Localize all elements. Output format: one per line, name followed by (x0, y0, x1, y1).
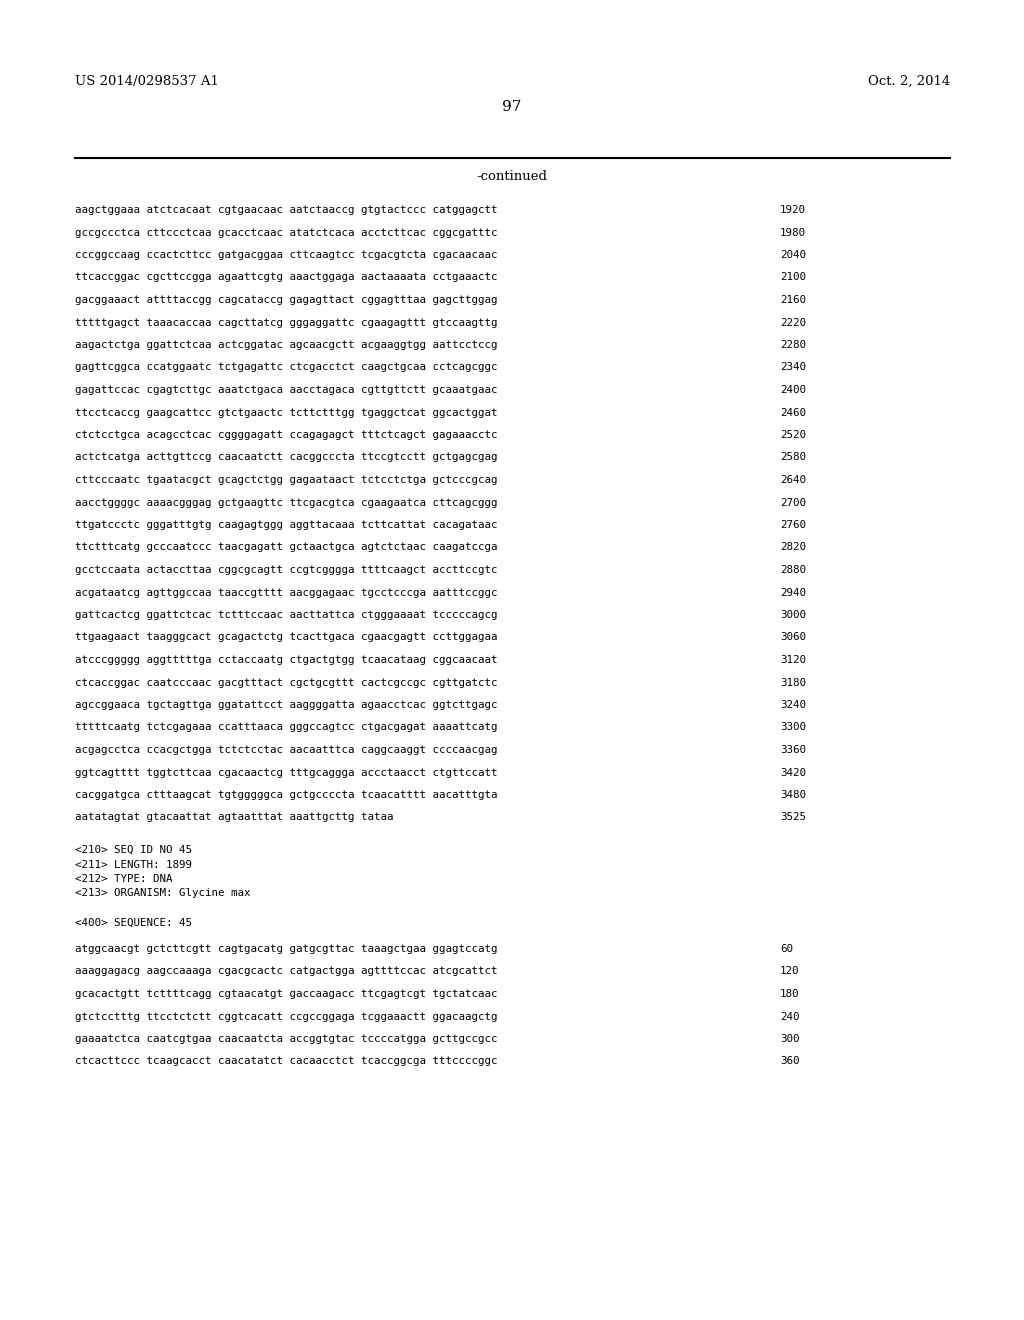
Text: 2220: 2220 (780, 318, 806, 327)
Text: ctcaccggac caatcccaac gacgtttact cgctgcgttt cactcgccgc cgttgatctc: ctcaccggac caatcccaac gacgtttact cgctgcg… (75, 677, 498, 688)
Text: ttcctcaccg gaagcattcc gtctgaactc tcttctttgg tgaggctcat ggcactggat: ttcctcaccg gaagcattcc gtctgaactc tcttctt… (75, 408, 498, 417)
Text: atggcaacgt gctcttcgtt cagtgacatg gatgcgttac taaagctgaa ggagtccatg: atggcaacgt gctcttcgtt cagtgacatg gatgcgt… (75, 944, 498, 954)
Text: 3000: 3000 (780, 610, 806, 620)
Text: aacctggggc aaaacgggag gctgaagttc ttcgacgtca cgaagaatca cttcagcggg: aacctggggc aaaacgggag gctgaagttc ttcgacg… (75, 498, 498, 507)
Text: gacggaaact attttaccgg cagcataccg gagagttact cggagtttaa gagcttggag: gacggaaact attttaccgg cagcataccg gagagtt… (75, 294, 498, 305)
Text: gtctcctttg ttcctctctt cggtcacatt ccgccggaga tcggaaactt ggacaagctg: gtctcctttg ttcctctctt cggtcacatt ccgccgg… (75, 1011, 498, 1022)
Text: 2340: 2340 (780, 363, 806, 372)
Text: gcacactgtt tcttttcagg cgtaacatgt gaccaagacc ttcgagtcgt tgctatcaac: gcacactgtt tcttttcagg cgtaacatgt gaccaag… (75, 989, 498, 999)
Text: 1980: 1980 (780, 227, 806, 238)
Text: gcctccaata actaccttaa cggcgcagtt ccgtcgggga ttttcaagct accttccgtc: gcctccaata actaccttaa cggcgcagtt ccgtcgg… (75, 565, 498, 576)
Text: <212> TYPE: DNA: <212> TYPE: DNA (75, 874, 172, 884)
Text: acgataatcg agttggccaa taaccgtttt aacggagaac tgcctcccga aatttccggc: acgataatcg agttggccaa taaccgtttt aacggag… (75, 587, 498, 598)
Text: aatatagtat gtacaattat agtaatttat aaattgcttg tataa: aatatagtat gtacaattat agtaatttat aaattgc… (75, 813, 393, 822)
Text: 2280: 2280 (780, 341, 806, 350)
Text: 2880: 2880 (780, 565, 806, 576)
Text: 2040: 2040 (780, 249, 806, 260)
Text: acgagcctca ccacgctgga tctctcctac aacaatttca caggcaaggt ccccaacgag: acgagcctca ccacgctgga tctctcctac aacaatt… (75, 744, 498, 755)
Text: aagactctga ggattctcaa actcggatac agcaacgctt acgaaggtgg aattcctccg: aagactctga ggattctcaa actcggatac agcaacg… (75, 341, 498, 350)
Text: cccggccaag ccactcttcc gatgacggaa cttcaagtcc tcgacgtcta cgacaacaac: cccggccaag ccactcttcc gatgacggaa cttcaag… (75, 249, 498, 260)
Text: ctcacttccc tcaagcacct caacatatct cacaacctct tcaccggcga tttccccggc: ctcacttccc tcaagcacct caacatatct cacaacc… (75, 1056, 498, 1067)
Text: agccggaaca tgctagttga ggatattcct aaggggatta agaacctcac ggtcttgagc: agccggaaca tgctagttga ggatattcct aagggga… (75, 700, 498, 710)
Text: 2760: 2760 (780, 520, 806, 531)
Text: ctctcctgca acagcctcac cggggagatt ccagagagct tttctcagct gagaaacctc: ctctcctgca acagcctcac cggggagatt ccagaga… (75, 430, 498, 440)
Text: -continued: -continued (476, 170, 548, 183)
Text: ggtcagtttt tggtcttcaa cgacaactcg tttgcaggga accctaacct ctgttccatt: ggtcagtttt tggtcttcaa cgacaactcg tttgcag… (75, 767, 498, 777)
Text: 120: 120 (780, 966, 800, 977)
Text: 3060: 3060 (780, 632, 806, 643)
Text: <211> LENGTH: 1899: <211> LENGTH: 1899 (75, 859, 193, 870)
Text: tttttcaatg tctcgagaaa ccatttaaca gggccagtcc ctgacgagat aaaattcatg: tttttcaatg tctcgagaaa ccatttaaca gggccag… (75, 722, 498, 733)
Text: aagctggaaa atctcacaat cgtgaacaac aatctaaccg gtgtactccc catggagctt: aagctggaaa atctcacaat cgtgaacaac aatctaa… (75, 205, 498, 215)
Text: 2160: 2160 (780, 294, 806, 305)
Text: ttctttcatg gcccaatccc taacgagatt gctaactgca agtctctaac caagatccga: ttctttcatg gcccaatccc taacgagatt gctaact… (75, 543, 498, 553)
Text: US 2014/0298537 A1: US 2014/0298537 A1 (75, 75, 219, 88)
Text: 180: 180 (780, 989, 800, 999)
Text: 60: 60 (780, 944, 793, 954)
Text: atcccggggg aggtttttga cctaccaatg ctgactgtgg tcaacataag cggcaacaat: atcccggggg aggtttttga cctaccaatg ctgactg… (75, 655, 498, 665)
Text: 3180: 3180 (780, 677, 806, 688)
Text: 2520: 2520 (780, 430, 806, 440)
Text: ttgaagaact taagggcact gcagactctg tcacttgaca cgaacgagtt ccttggagaa: ttgaagaact taagggcact gcagactctg tcacttg… (75, 632, 498, 643)
Text: ttcaccggac cgcttccgga agaattcgtg aaactggaga aactaaaata cctgaaactc: ttcaccggac cgcttccgga agaattcgtg aaactgg… (75, 272, 498, 282)
Text: aaaggagacg aagccaaaga cgacgcactc catgactgga agttttccac atcgcattct: aaaggagacg aagccaaaga cgacgcactc catgact… (75, 966, 498, 977)
Text: gccgccctca cttccctcaa gcacctcaac atatctcaca acctcttcac cggcgatttc: gccgccctca cttccctcaa gcacctcaac atatctc… (75, 227, 498, 238)
Text: 2940: 2940 (780, 587, 806, 598)
Text: 3240: 3240 (780, 700, 806, 710)
Text: actctcatga acttgttccg caacaatctt cacggcccta ttccgtcctt gctgagcgag: actctcatga acttgttccg caacaatctt cacggcc… (75, 453, 498, 462)
Text: ttgatccctc gggatttgtg caagagtggg aggttacaaa tcttcattat cacagataac: ttgatccctc gggatttgtg caagagtggg aggttac… (75, 520, 498, 531)
Text: Oct. 2, 2014: Oct. 2, 2014 (867, 75, 950, 88)
Text: 2460: 2460 (780, 408, 806, 417)
Text: 2400: 2400 (780, 385, 806, 395)
Text: 360: 360 (780, 1056, 800, 1067)
Text: 3480: 3480 (780, 789, 806, 800)
Text: 2820: 2820 (780, 543, 806, 553)
Text: 2580: 2580 (780, 453, 806, 462)
Text: tttttgagct taaacaccaa cagcttatcg gggaggattc cgaagagttt gtccaagttg: tttttgagct taaacaccaa cagcttatcg gggagga… (75, 318, 498, 327)
Text: 97: 97 (503, 100, 521, 114)
Text: 300: 300 (780, 1034, 800, 1044)
Text: 2640: 2640 (780, 475, 806, 484)
Text: cttcccaatc tgaatacgct gcagctctgg gagaataact tctcctctga gctcccgcag: cttcccaatc tgaatacgct gcagctctgg gagaata… (75, 475, 498, 484)
Text: <400> SEQUENCE: 45: <400> SEQUENCE: 45 (75, 917, 193, 928)
Text: 3300: 3300 (780, 722, 806, 733)
Text: 3525: 3525 (780, 813, 806, 822)
Text: gattcactcg ggattctcac tctttccaac aacttattca ctgggaaaat tcccccagcg: gattcactcg ggattctcac tctttccaac aacttat… (75, 610, 498, 620)
Text: 2100: 2100 (780, 272, 806, 282)
Text: cacggatgca ctttaagcat tgtgggggca gctgccccta tcaacatttt aacatttgta: cacggatgca ctttaagcat tgtgggggca gctgccc… (75, 789, 498, 800)
Text: gagttcggca ccatggaatc tctgagattc ctcgacctct caagctgcaa cctcagcggc: gagttcggca ccatggaatc tctgagattc ctcgacc… (75, 363, 498, 372)
Text: 3120: 3120 (780, 655, 806, 665)
Text: 2700: 2700 (780, 498, 806, 507)
Text: 3360: 3360 (780, 744, 806, 755)
Text: 1920: 1920 (780, 205, 806, 215)
Text: gagattccac cgagtcttgc aaatctgaca aacctagaca cgttgttctt gcaaatgaac: gagattccac cgagtcttgc aaatctgaca aacctag… (75, 385, 498, 395)
Text: 3420: 3420 (780, 767, 806, 777)
Text: 240: 240 (780, 1011, 800, 1022)
Text: gaaaatctca caatcgtgaa caacaatcta accggtgtac tccccatgga gcttgccgcc: gaaaatctca caatcgtgaa caacaatcta accggtg… (75, 1034, 498, 1044)
Text: <213> ORGANISM: Glycine max: <213> ORGANISM: Glycine max (75, 888, 251, 899)
Text: <210> SEQ ID NO 45: <210> SEQ ID NO 45 (75, 845, 193, 855)
